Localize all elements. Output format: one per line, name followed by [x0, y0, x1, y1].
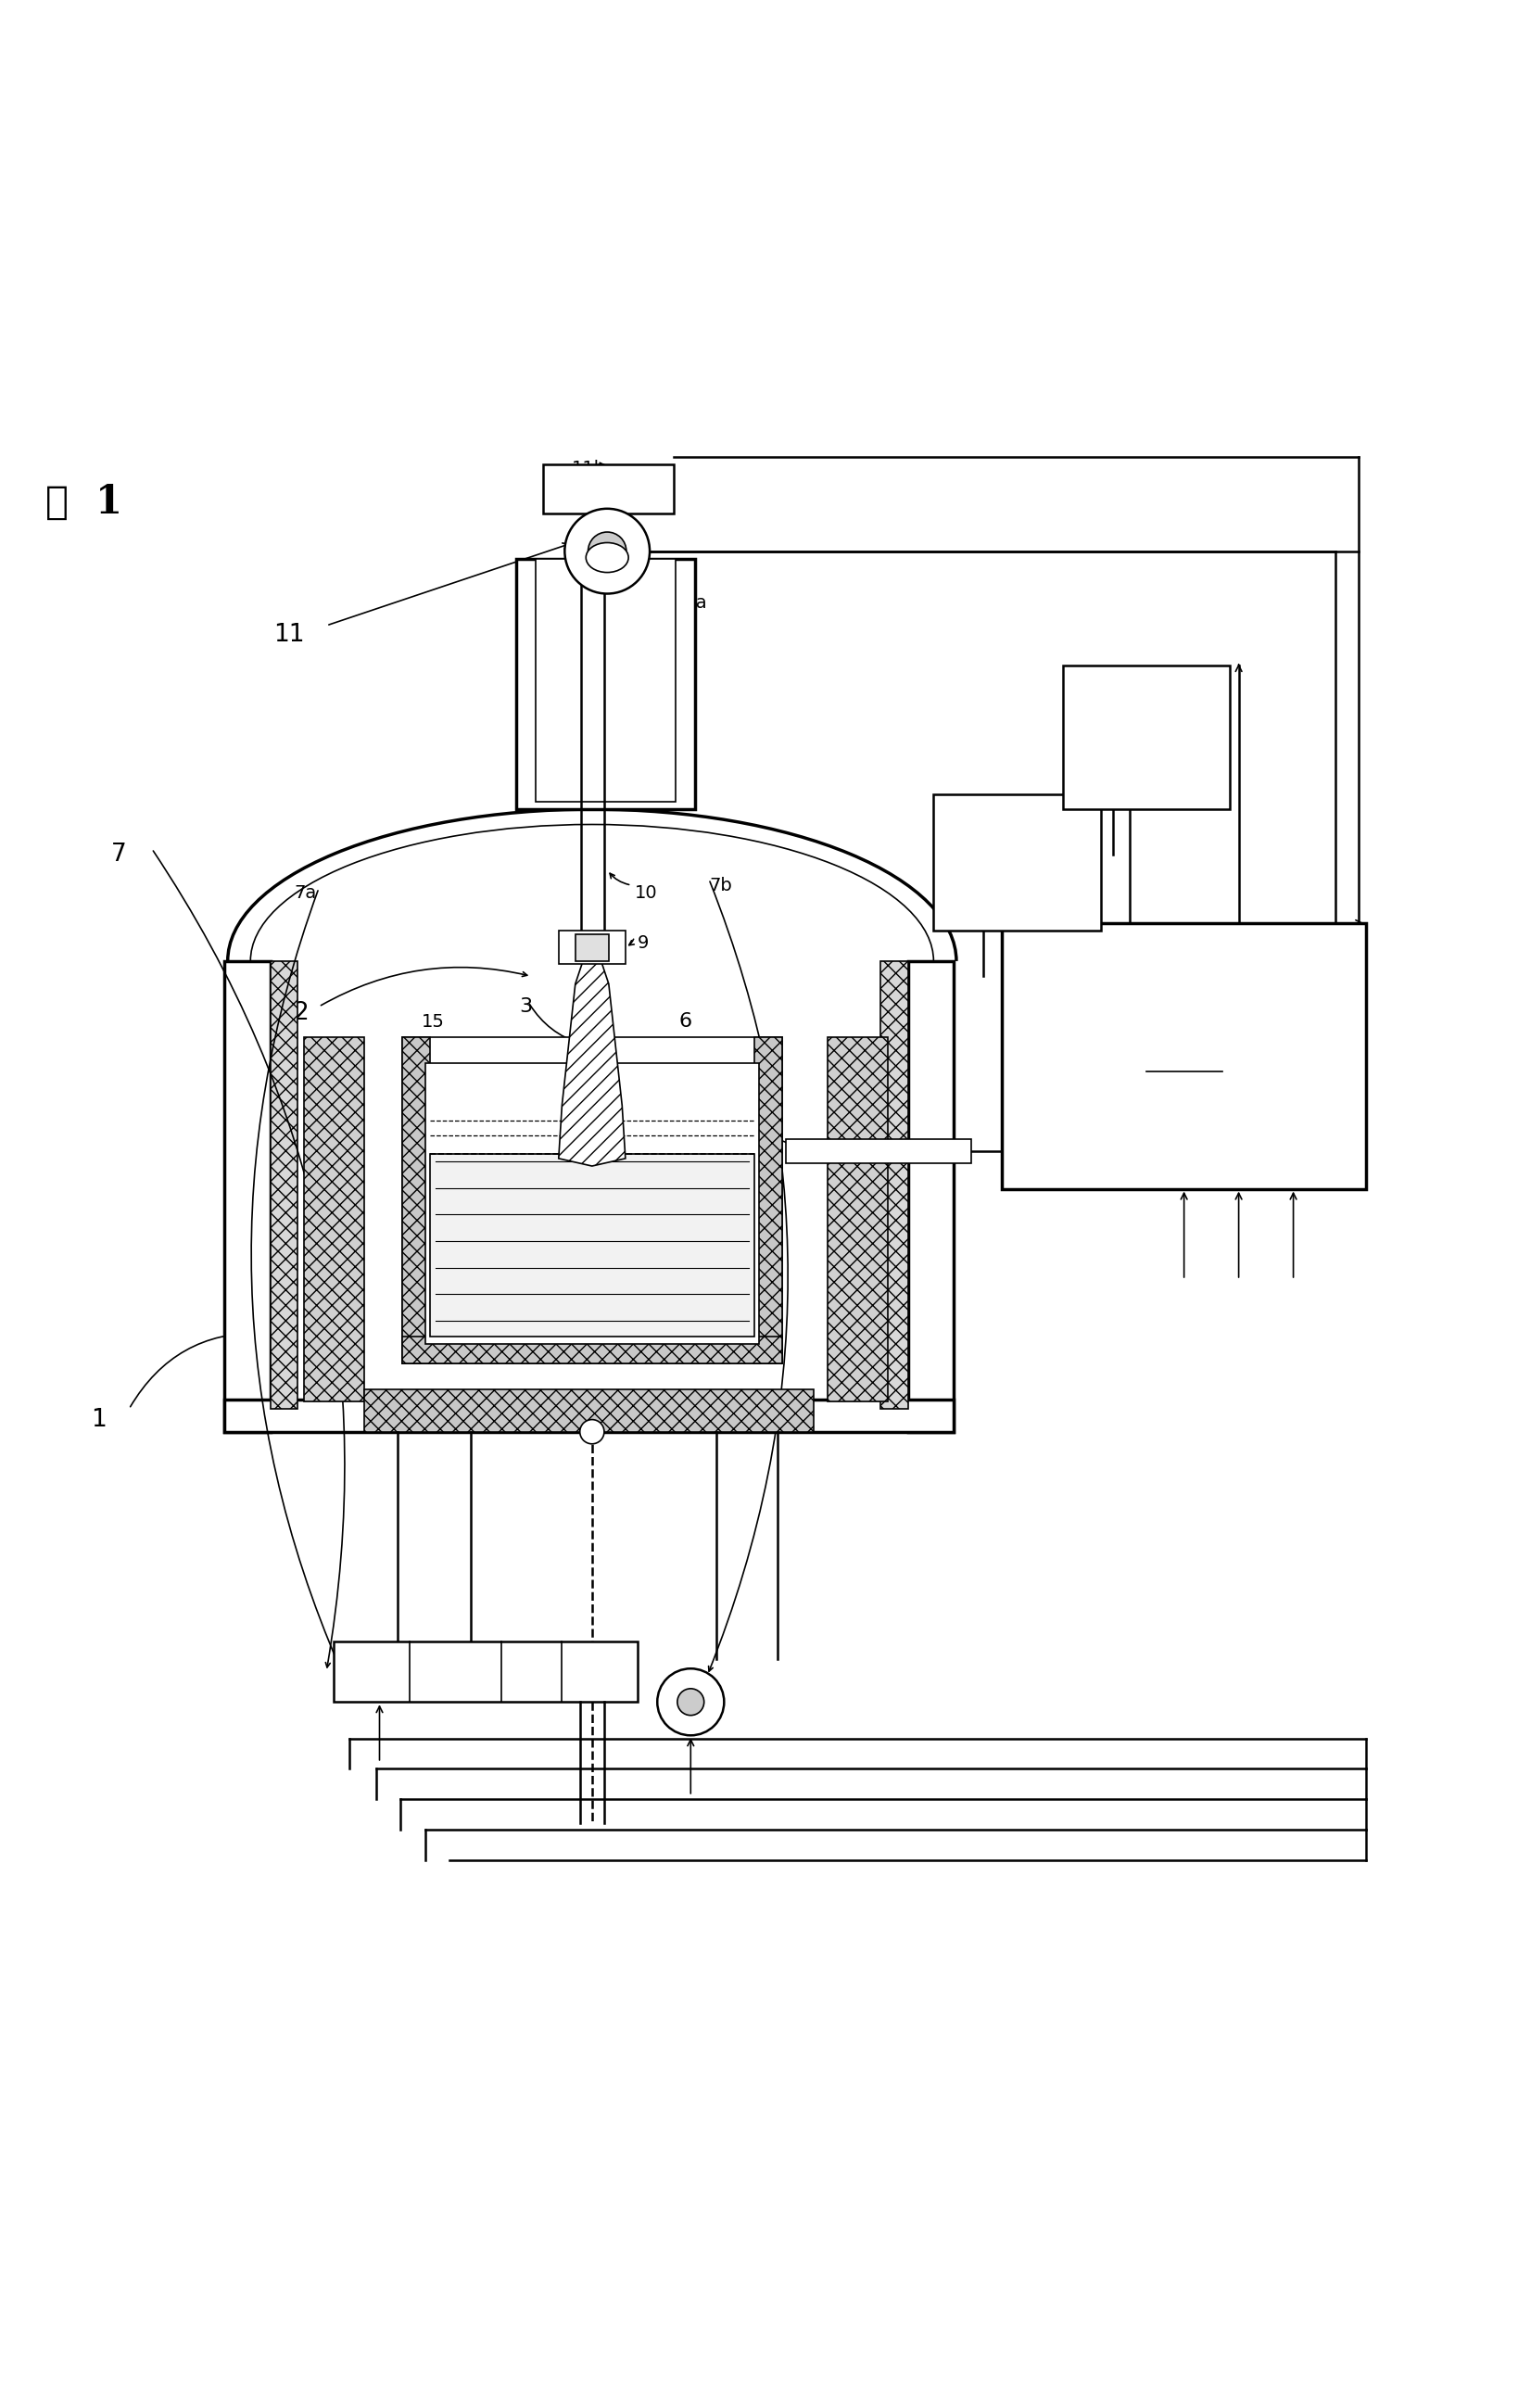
Text: 11a: 11a	[674, 595, 707, 612]
Text: 12: 12	[1166, 1043, 1202, 1069]
Text: 5a: 5a	[938, 850, 961, 869]
Bar	[880, 961, 908, 1409]
Bar	[430, 1153, 754, 1336]
Bar	[543, 465, 674, 513]
Bar	[934, 795, 1101, 932]
Bar	[536, 559, 676, 802]
Circle shape	[657, 1669, 724, 1736]
Text: 図  1: 図 1	[46, 484, 123, 523]
Text: 7b: 7b	[709, 877, 732, 893]
Circle shape	[565, 508, 650, 595]
Bar	[402, 1038, 782, 1363]
Text: 14: 14	[556, 1243, 583, 1264]
Text: 16: 16	[754, 1117, 777, 1137]
Bar	[364, 1389, 814, 1433]
Bar	[225, 961, 270, 1433]
Bar	[786, 1139, 972, 1163]
Text: 4: 4	[325, 1091, 337, 1110]
Text: 2: 2	[293, 1002, 308, 1026]
Bar	[516, 559, 695, 809]
Text: 11: 11	[273, 624, 304, 648]
Bar	[754, 1038, 782, 1363]
Bar	[908, 961, 953, 1433]
Text: 1: 1	[91, 1409, 106, 1433]
Text: 10: 10	[635, 884, 657, 901]
Bar	[225, 1399, 953, 1433]
Bar	[827, 1038, 888, 1401]
Text: 3: 3	[519, 997, 533, 1016]
Ellipse shape	[586, 542, 628, 573]
Text: 7a: 7a	[294, 884, 317, 901]
Text: 7: 7	[111, 843, 126, 867]
Bar	[1002, 922, 1366, 1190]
Bar	[402, 1336, 782, 1363]
Text: 6: 6	[679, 1011, 692, 1031]
Bar	[270, 961, 298, 1409]
Bar	[559, 932, 625, 963]
Text: 8: 8	[635, 1108, 648, 1125]
Circle shape	[580, 1421, 604, 1445]
Circle shape	[587, 532, 627, 571]
Polygon shape	[559, 954, 625, 1165]
Circle shape	[677, 1688, 704, 1714]
Bar	[402, 1038, 430, 1363]
Bar	[304, 1038, 364, 1401]
Text: 6a: 6a	[1067, 725, 1090, 742]
Text: 5: 5	[738, 1091, 750, 1110]
Text: 9: 9	[638, 934, 650, 951]
Bar	[575, 934, 609, 961]
Bar	[425, 1062, 759, 1344]
Text: 13: 13	[434, 1096, 457, 1115]
Bar	[334, 1642, 638, 1702]
Bar	[1063, 665, 1230, 809]
Text: 15: 15	[422, 1014, 445, 1031]
Text: 11b: 11b	[572, 460, 606, 477]
